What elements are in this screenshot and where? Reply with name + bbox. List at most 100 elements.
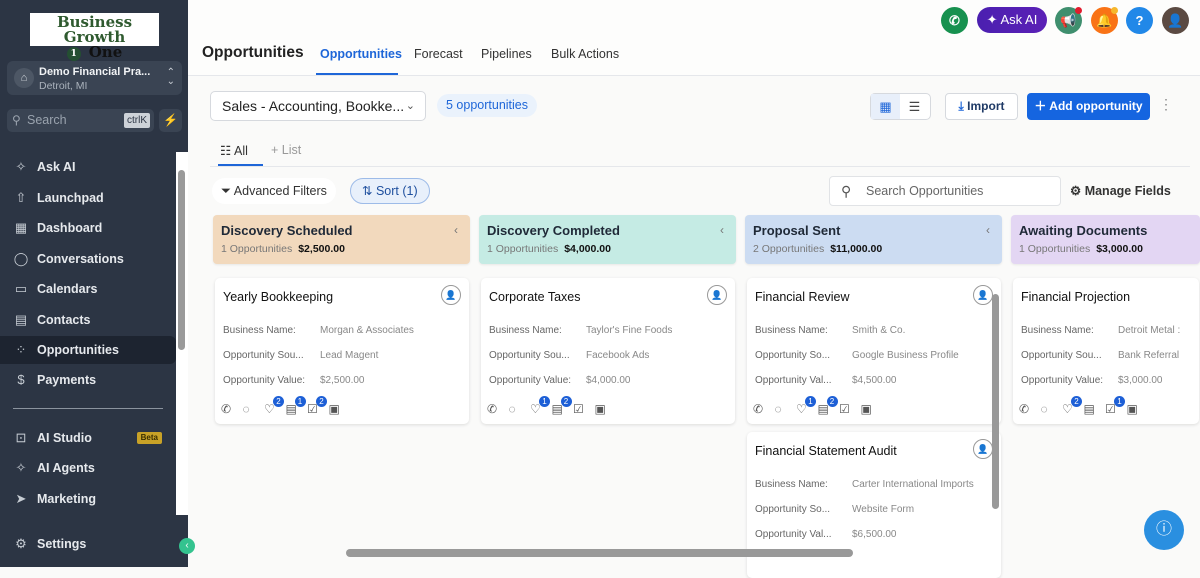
notes-icon[interactable]: ▤ 2 bbox=[552, 396, 574, 416]
quick-action-button[interactable]: ⚡ bbox=[159, 109, 182, 132]
advanced-filters-button[interactable]: ⏷ Advanced Filters bbox=[212, 178, 336, 204]
sidebar-item-label: Conversations bbox=[37, 252, 124, 266]
search-icon: ⚲ bbox=[841, 183, 852, 199]
card-title: Corporate Taxes bbox=[489, 290, 581, 304]
ask-ai-label: Ask AI bbox=[1000, 12, 1038, 27]
sort-button[interactable]: ⇅ Sort (1) bbox=[350, 178, 430, 204]
tag-icon[interactable]: ♡ 2 bbox=[1062, 396, 1084, 416]
card-field: Opportunity Value: $2,500.00 bbox=[223, 375, 365, 386]
opportunity-card[interactable]: Financial Review 👤 Business Name: Smith & C… bbox=[747, 278, 1001, 424]
manage-fields-button[interactable]: ⚙ Manage Fields bbox=[1070, 183, 1171, 198]
calendar-icon[interactable]: ▣ bbox=[328, 402, 340, 416]
phone-button[interactable]: ✆ bbox=[941, 7, 968, 34]
list-view-icon[interactable]: ☰ bbox=[908, 99, 921, 114]
sidebar-item-dashboard[interactable]: ▦ Dashboard bbox=[0, 214, 176, 242]
sidebar-item-launchpad[interactable]: ⇧ Launchpad bbox=[0, 184, 176, 212]
phone-icon[interactable]: ✆ bbox=[753, 402, 764, 416]
phone-icon[interactable]: ✆ bbox=[221, 402, 232, 416]
help-button[interactable]: ? bbox=[1126, 7, 1153, 34]
filter-icon: ⏷ bbox=[221, 184, 234, 198]
sidebar-item-ai-agents[interactable]: ✧ AI Agents bbox=[0, 454, 176, 482]
phone-icon[interactable]: ✆ bbox=[1019, 402, 1030, 416]
search-opportunities-input[interactable]: ⚲ Search Opportunities bbox=[829, 176, 1061, 206]
sidebar-item-payments[interactable]: $ Payments bbox=[0, 366, 176, 394]
column-count: 1 Opportunities bbox=[1019, 243, 1091, 255]
chat-icon[interactable]: ◌ bbox=[508, 402, 516, 416]
location-switcher[interactable]: ⌂ Demo Financial Pra... Detroit, MI ⌃ ⌄ bbox=[7, 61, 182, 95]
tasks-icon[interactable]: ☑ bbox=[839, 402, 850, 416]
chat-icon[interactable]: ◌ bbox=[242, 402, 250, 416]
sidebar-item-marketing[interactable]: ➤ Marketing bbox=[0, 485, 176, 513]
tab-pipelines[interactable]: Pipelines bbox=[481, 47, 532, 61]
column-scrollbar[interactable] bbox=[990, 279, 1002, 549]
sidebar-item-label: Calendars bbox=[37, 282, 98, 296]
phone-icon[interactable]: ✆ bbox=[487, 402, 498, 416]
ask-ai-button[interactable]: ✦ Ask AI bbox=[977, 7, 1047, 33]
tab-opportunities[interactable]: Opportunities bbox=[320, 47, 402, 61]
tab-forecast[interactable]: Forecast bbox=[414, 47, 463, 61]
board-horizontal-scrollbar[interactable] bbox=[188, 547, 1200, 567]
notes-icon[interactable]: ▤ 1 bbox=[286, 396, 308, 416]
user-icon: 👤 bbox=[1167, 13, 1184, 28]
sidebar-item-label: Opportunities bbox=[37, 343, 119, 357]
sidebar-item-calendars[interactable]: ▭ Calendars bbox=[0, 275, 176, 303]
support-chat-button[interactable]: ⓘ bbox=[1144, 510, 1184, 550]
search-placeholder: Search Opportunities bbox=[866, 184, 984, 198]
location-icon: ⌂ bbox=[14, 68, 34, 88]
collapse-column-icon[interactable]: ‹ bbox=[454, 223, 458, 237]
sidebar-item-ai-studio[interactable]: ⊡ AI Studio Beta bbox=[0, 424, 176, 452]
field-value: Facebook Ads bbox=[586, 350, 650, 361]
assign-user-icon[interactable]: 👤 bbox=[441, 285, 461, 305]
tasks-icon[interactable]: ☑ bbox=[573, 402, 584, 416]
calendar-icon[interactable]: ▣ bbox=[860, 402, 872, 416]
sidebar-item-conversations[interactable]: ◯ Conversations bbox=[0, 245, 176, 273]
tab-bulk-actions[interactable]: Bulk Actions bbox=[551, 47, 620, 61]
column-total: $4,000.00 bbox=[564, 243, 611, 255]
notes-icon[interactable]: ▤ bbox=[1083, 402, 1095, 416]
chat-icon[interactable]: ◌ bbox=[1040, 402, 1048, 416]
calendar-icon[interactable]: ▣ bbox=[594, 402, 606, 416]
search-input[interactable]: ⚲ Search ctrlK bbox=[7, 109, 154, 132]
grid-view-icon[interactable]: ▦ bbox=[871, 94, 900, 119]
pipeline-select[interactable]: Sales - Accounting, Bookke... ⌄ bbox=[210, 91, 426, 121]
opportunity-count-badge: 5 opportunities bbox=[437, 94, 538, 117]
pipeline-value: Sales - Accounting, Bookke... bbox=[222, 98, 405, 114]
notes-icon[interactable]: ▤ 2 bbox=[818, 396, 840, 416]
tag-icon[interactable]: ♡ 2 bbox=[264, 396, 286, 416]
view-tab-all[interactable]: ☷ All bbox=[220, 143, 248, 158]
sidebar-item-contacts[interactable]: ▤ Contacts bbox=[0, 306, 176, 334]
collapse-column-icon[interactable]: ‹ bbox=[720, 223, 724, 237]
chat-icon[interactable]: ◌ bbox=[774, 402, 782, 416]
assign-user-icon[interactable]: 👤 bbox=[707, 285, 727, 305]
column-total: $11,000.00 bbox=[830, 243, 883, 255]
tag-icon[interactable]: ♡ 1 bbox=[796, 396, 818, 416]
field-value: Morgan & Associates bbox=[320, 325, 414, 336]
notifications-button[interactable]: 🔔 bbox=[1091, 7, 1118, 34]
collapse-sidebar-button[interactable]: ‹ bbox=[179, 538, 195, 554]
card-title: Financial Review bbox=[755, 290, 850, 304]
calendar-icon: ▭ bbox=[14, 281, 28, 296]
sidebar-item-settings[interactable]: ⚙ Settings bbox=[0, 530, 176, 558]
opportunity-card[interactable]: Yearly Bookkeeping 👤 Business Name: Morgan … bbox=[215, 278, 469, 424]
announcements-button[interactable]: 📢 bbox=[1055, 7, 1082, 34]
add-opportunity-button[interactable]: ＋ Add opportunity bbox=[1027, 93, 1150, 120]
contacts-icon: ▤ bbox=[14, 312, 28, 327]
opportunity-card[interactable]: Financial Projection Business Name: Detroi… bbox=[1013, 278, 1199, 424]
collapse-column-icon[interactable]: ‹ bbox=[986, 223, 990, 237]
sidebar-scrollbar[interactable] bbox=[176, 152, 188, 515]
tasks-icon[interactable]: ☑ 2 bbox=[307, 396, 329, 416]
opportunity-card[interactable]: Corporate Taxes 👤 Business Name: Taylor's F… bbox=[481, 278, 735, 424]
sidebar-item-ask-ai[interactable]: ✧ Ask AI bbox=[0, 153, 176, 181]
count-badge: 1 bbox=[1114, 396, 1125, 407]
calendar-icon[interactable]: ▣ bbox=[1126, 402, 1138, 416]
tag-icon[interactable]: ♡ 1 bbox=[530, 396, 552, 416]
card-title: Financial Statement Audit bbox=[755, 444, 897, 458]
tasks-icon[interactable]: ☑ 1 bbox=[1105, 396, 1127, 416]
import-button[interactable]: ⤓ Import bbox=[945, 93, 1018, 120]
view-toggle: ▦ ☰ bbox=[870, 93, 931, 120]
card-field: Business Name: Morgan & Associates bbox=[223, 325, 414, 336]
more-options-icon[interactable]: ⋮ bbox=[1159, 96, 1173, 112]
avatar[interactable]: 👤 bbox=[1162, 7, 1189, 34]
add-list-view[interactable]: + List bbox=[271, 143, 301, 157]
sidebar-item-opportunities[interactable]: ⁘ Opportunities bbox=[0, 336, 176, 364]
